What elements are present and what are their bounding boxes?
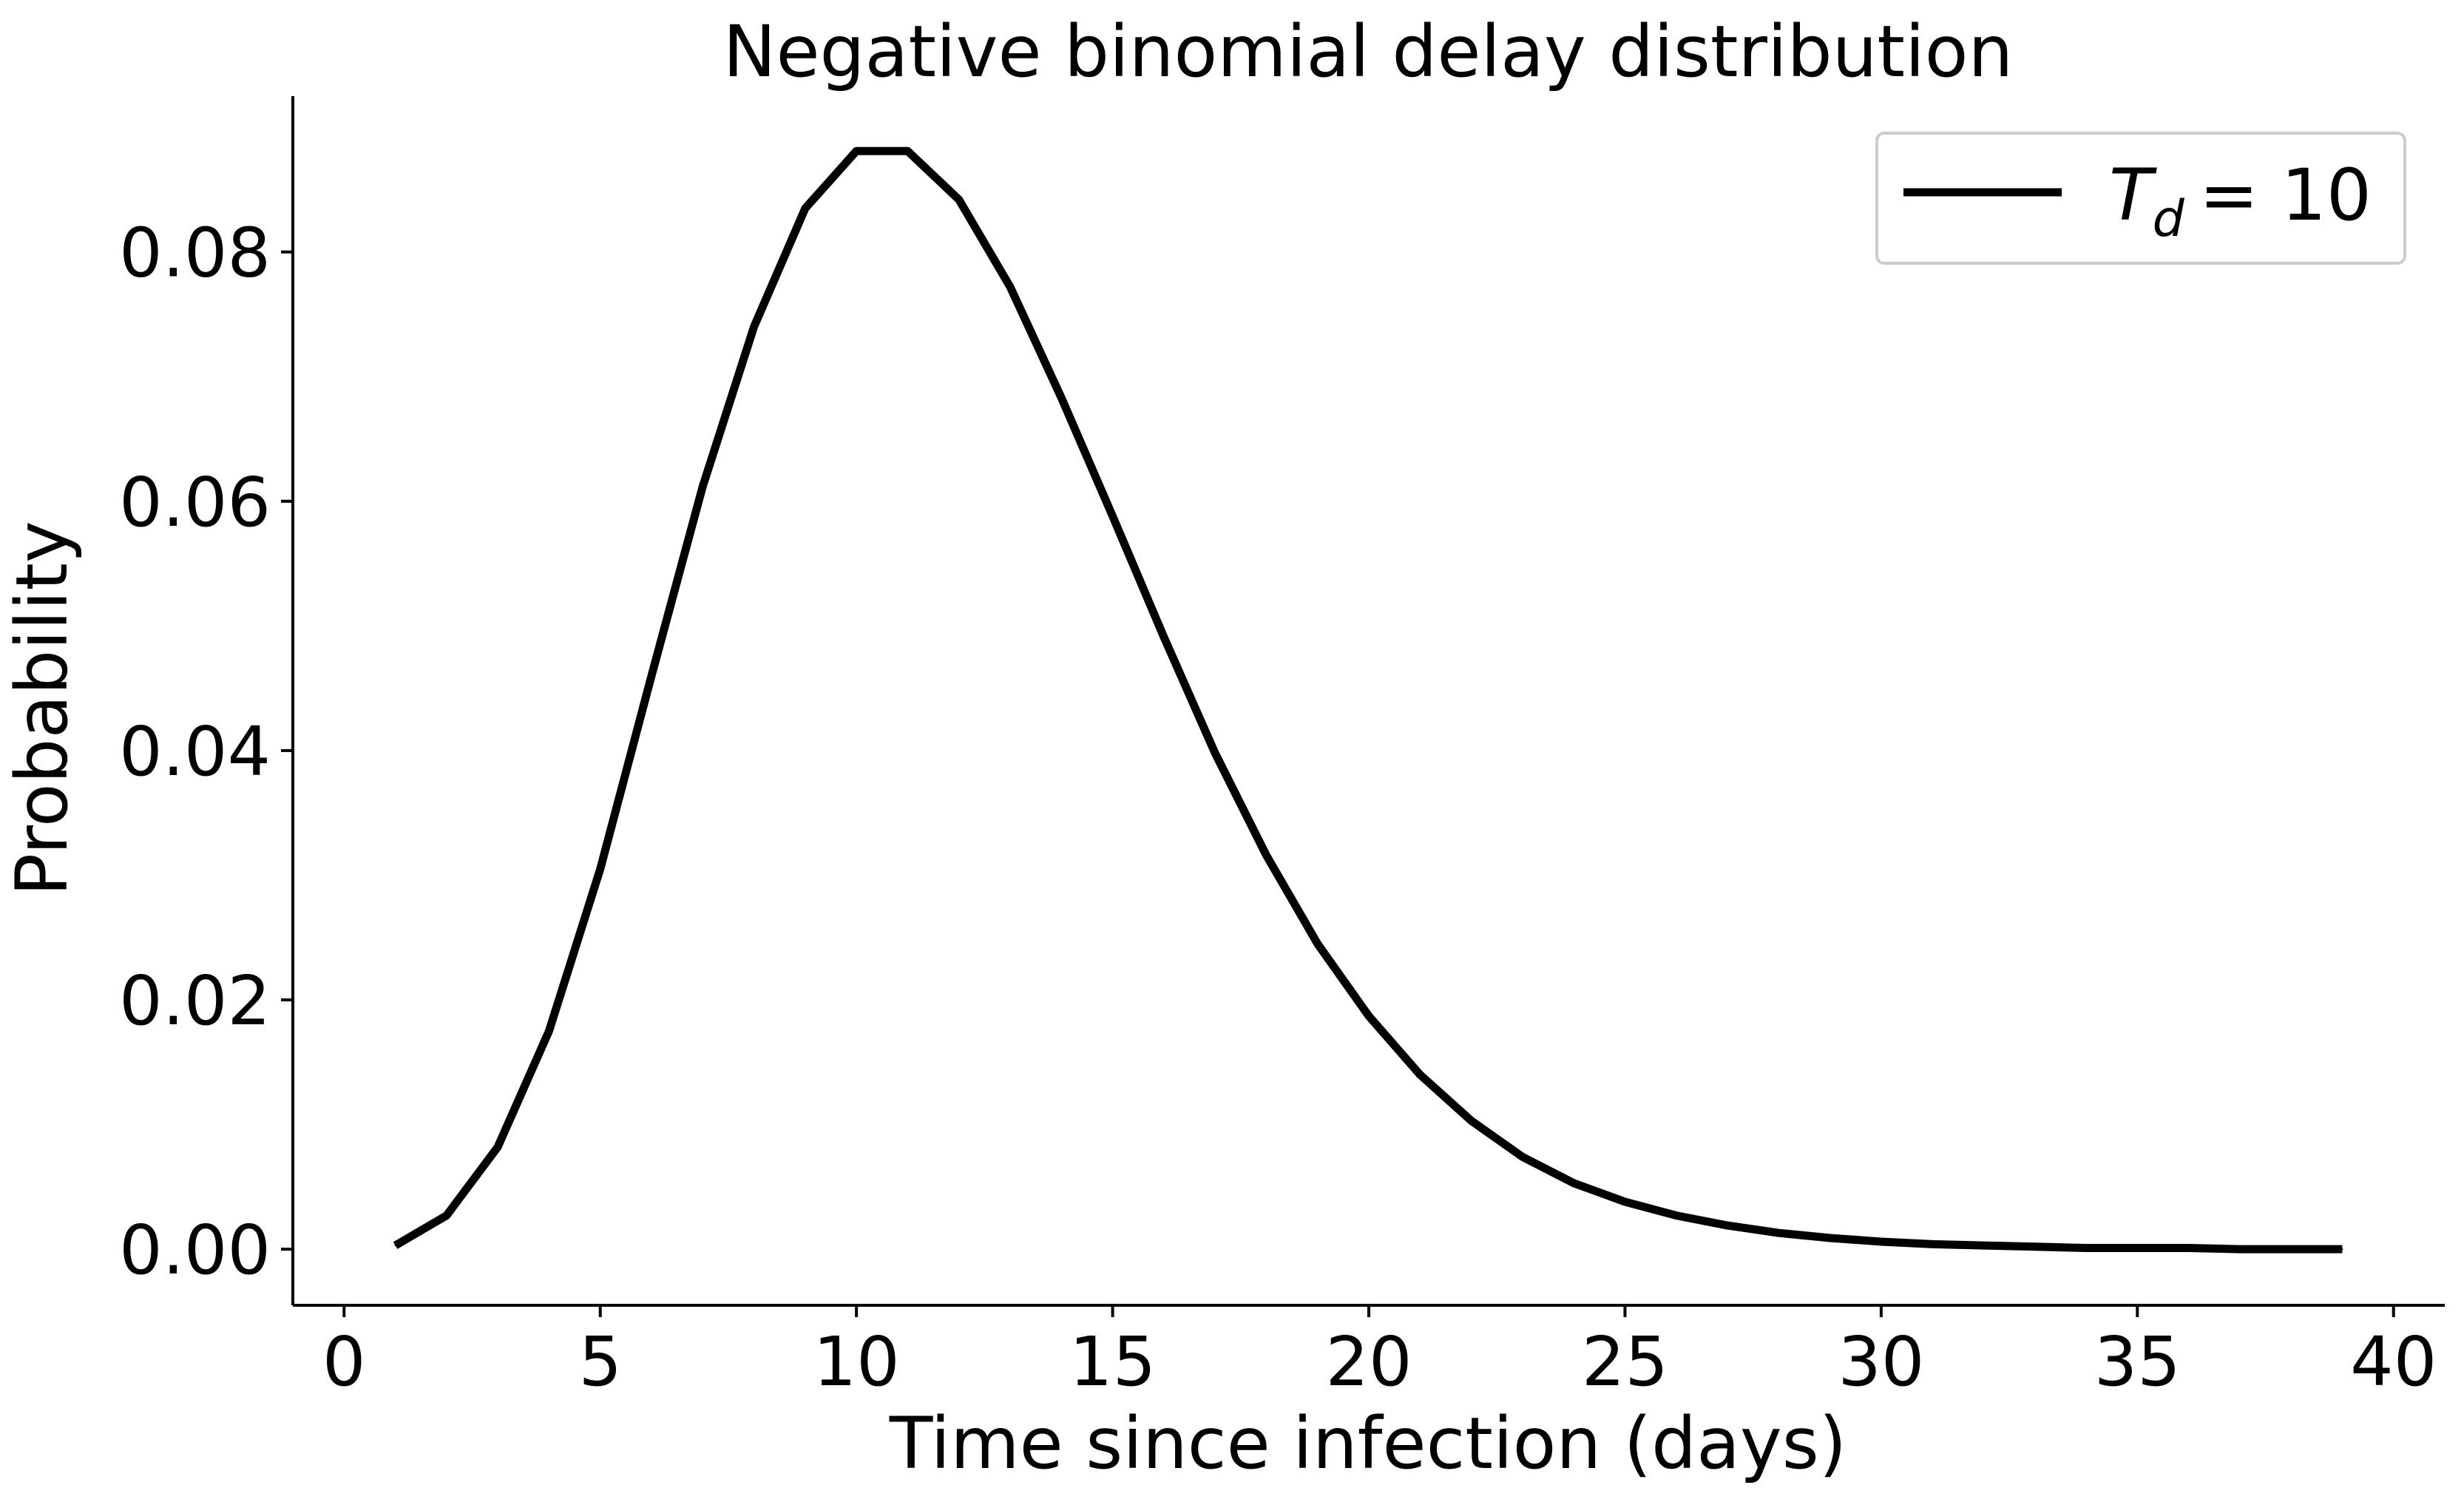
data-point	[2341, 1248, 2343, 1251]
data-point	[907, 150, 909, 152]
y-tick-label: 0.08	[119, 214, 271, 293]
x-tick-label: 10	[813, 1322, 900, 1401]
x-tick-label: 30	[1838, 1322, 1924, 1401]
x-tick-label: 15	[1069, 1322, 1156, 1401]
data-point	[445, 1214, 447, 1217]
legend: Td = 10	[1875, 132, 2406, 265]
data-point	[2034, 1245, 2036, 1248]
x-axis-label: Time since infection (days)	[889, 1402, 1847, 1485]
data-point	[1829, 1237, 1831, 1239]
y-axis-label: Probability	[1, 521, 84, 896]
y-axis-ticks: 0.00 0.02 0.04 0.06 0.08	[119, 214, 293, 1290]
chart-title: Negative binomial delay distribution	[723, 10, 2014, 93]
data-point	[394, 1245, 396, 1247]
y-tick-label: 0.02	[119, 961, 271, 1041]
data-point	[1111, 515, 1114, 517]
x-axis-ticks: 0 5 10 15 20 25 30 35 40	[322, 1305, 2437, 1401]
data-point	[702, 485, 704, 487]
x-tick-label: 5	[578, 1322, 622, 1401]
y-tick-label: 0.04	[119, 712, 271, 791]
data-point	[1060, 396, 1063, 399]
data-point	[1162, 636, 1165, 638]
data-point	[1419, 1074, 1421, 1076]
data-point	[1778, 1232, 1780, 1234]
data-point	[1316, 943, 1319, 945]
y-tick-label: 0.00	[119, 1211, 271, 1290]
data-point	[1265, 854, 1267, 856]
legend-symbol: T	[2109, 154, 2157, 237]
series-line-td-10	[393, 146, 2343, 1254]
data-point	[1675, 1214, 1677, 1217]
data-point	[599, 868, 601, 870]
data-point	[1214, 752, 1216, 754]
data-point	[497, 1146, 499, 1148]
data-point	[1009, 285, 1011, 288]
data-point	[958, 198, 960, 200]
data-point	[1470, 1120, 1472, 1122]
plot-area: 0 5 10 15 20 25 30 35 40 0.00 0.02 0.04 0.06 0.08	[119, 96, 2445, 1401]
data-point	[856, 150, 858, 152]
data-point	[2136, 1247, 2139, 1249]
data-point	[548, 1030, 550, 1032]
data-point	[1932, 1243, 1934, 1245]
x-tick-label: 0	[322, 1322, 366, 1401]
data-point	[1880, 1241, 1882, 1242]
legend-subscript: d	[2153, 190, 2185, 248]
data-point	[1573, 1182, 1575, 1184]
legend-value: = 10	[2199, 154, 2372, 237]
data-point	[1983, 1245, 1985, 1247]
data-point	[804, 207, 806, 209]
data-point	[753, 325, 755, 328]
legend-box	[1875, 132, 2406, 265]
x-tick-label: 40	[2350, 1322, 2437, 1401]
data-point	[2238, 1248, 2241, 1251]
x-tick-label: 20	[1325, 1322, 1412, 1401]
data-point	[1624, 1201, 1626, 1203]
data-point	[1521, 1156, 1523, 1158]
y-tick-label: 0.06	[119, 463, 271, 542]
legend-label: Td = 10	[2109, 154, 2372, 248]
data-point	[651, 674, 652, 677]
data-point	[2187, 1247, 2190, 1249]
x-tick-label: 35	[2094, 1322, 2181, 1401]
data-point	[1368, 1015, 1370, 1017]
data-point	[2085, 1247, 2087, 1249]
x-tick-label: 25	[1582, 1322, 1668, 1401]
data-points	[394, 150, 2343, 1251]
data-point	[2290, 1248, 2292, 1251]
data-point	[1727, 1225, 1728, 1227]
